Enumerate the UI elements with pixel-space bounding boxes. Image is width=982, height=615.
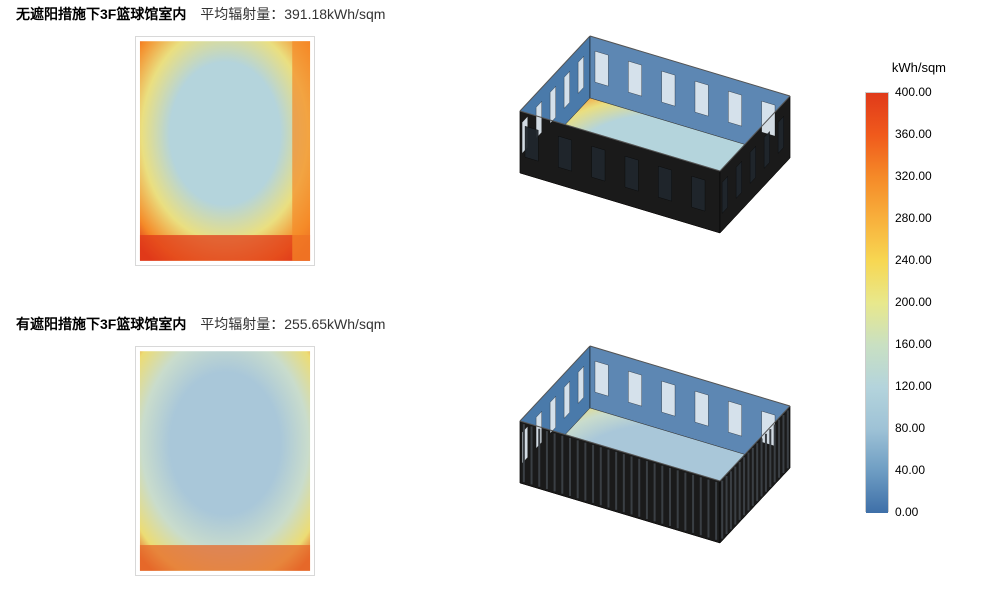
row-title-line: 有遮阳措施下3F篮球馆室内 平均辐射量：255.65kWh/sqm [16,314,385,334]
row-title: 无遮阳措施下3F篮球馆室内 [16,6,186,22]
heatmap-2d-unshaded [135,36,315,266]
row-avg: 平均辐射量：255.65kWh/sqm [200,316,385,332]
row-shaded: 有遮阳措施下3F篮球馆室内 平均辐射量：255.65kWh/sqm [0,310,982,610]
row-avg: 平均辐射量：391.18kWh/sqm [200,6,385,22]
row-title-line: 无遮阳措施下3F篮球馆室内 平均辐射量：391.18kWh/sqm [16,4,385,24]
heatmap-2d-shaded [135,346,315,576]
row-unshaded: 无遮阳措施下3F篮球馆室内 平均辐射量：391.18kWh/sqm [0,0,982,300]
row-title: 有遮阳措施下3F篮球馆室内 [16,316,186,332]
heatmap-3d-shaded [490,338,800,578]
heatmap-3d-unshaded [490,28,800,268]
